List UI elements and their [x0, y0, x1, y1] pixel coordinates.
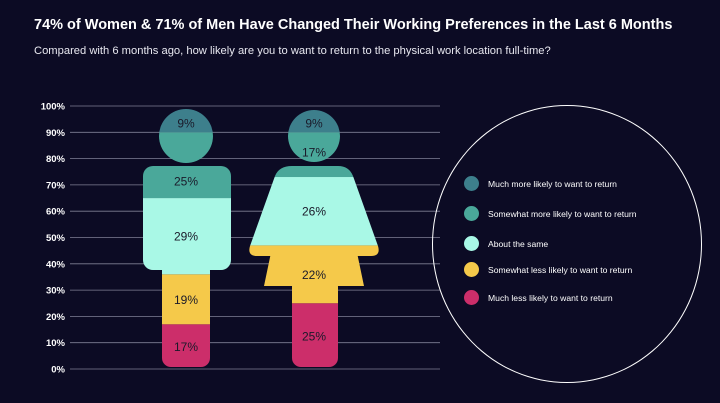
y-tick-label: 100%	[41, 102, 66, 113]
chart-subtitle: Compared with 6 months ago, how likely a…	[34, 45, 551, 57]
data-label: 22%	[302, 268, 326, 282]
legend-item: Much less likely to want to return	[464, 290, 613, 305]
y-tick-label: 0%	[51, 365, 65, 376]
legend-item: Somewhat more likely to want to return	[464, 206, 637, 221]
data-label: 25%	[302, 330, 326, 344]
legend-swatch	[464, 262, 479, 277]
data-label: 9%	[305, 117, 323, 131]
legend-label: Somewhat less likely to want to return	[488, 264, 633, 275]
data-label: 17%	[174, 340, 198, 354]
legend-swatch	[464, 206, 479, 221]
y-tick-label: 40%	[46, 259, 66, 270]
legend-item: About the same	[464, 236, 548, 251]
legend-item: Much more likely to want to return	[464, 176, 617, 191]
chart-title: 74% of Women & 71% of Men Have Changed T…	[34, 17, 673, 33]
segment-man	[143, 198, 231, 275]
legend-label: Somewhat more likely to want to return	[488, 208, 637, 219]
y-tick-label: 90%	[46, 128, 66, 139]
y-tick-label: 80%	[46, 154, 66, 165]
data-label: 25%	[174, 174, 198, 188]
legend-swatch	[464, 176, 479, 191]
y-tick-label: 30%	[46, 286, 66, 297]
legend-label: About the same	[488, 238, 549, 249]
data-label: 26%	[302, 205, 326, 219]
y-tick-label: 60%	[46, 207, 66, 218]
y-tick-label: 50%	[46, 233, 66, 244]
data-label: 19%	[174, 293, 198, 307]
legend-swatch	[464, 290, 479, 305]
legend-label: Much less likely to want to return	[488, 292, 613, 303]
legend-circle	[432, 105, 702, 383]
data-label: 9%	[177, 117, 195, 131]
segment-woman	[249, 177, 379, 246]
data-label: 17%	[302, 146, 326, 160]
data-label: 29%	[174, 230, 198, 244]
legend-label: Much more likely to want to return	[488, 178, 617, 189]
legend-item: Somewhat less likely to want to return	[464, 262, 632, 277]
legend-swatch	[464, 236, 479, 251]
y-tick-label: 20%	[46, 312, 66, 323]
y-tick-label: 10%	[46, 338, 66, 349]
y-tick-label: 70%	[46, 180, 66, 191]
